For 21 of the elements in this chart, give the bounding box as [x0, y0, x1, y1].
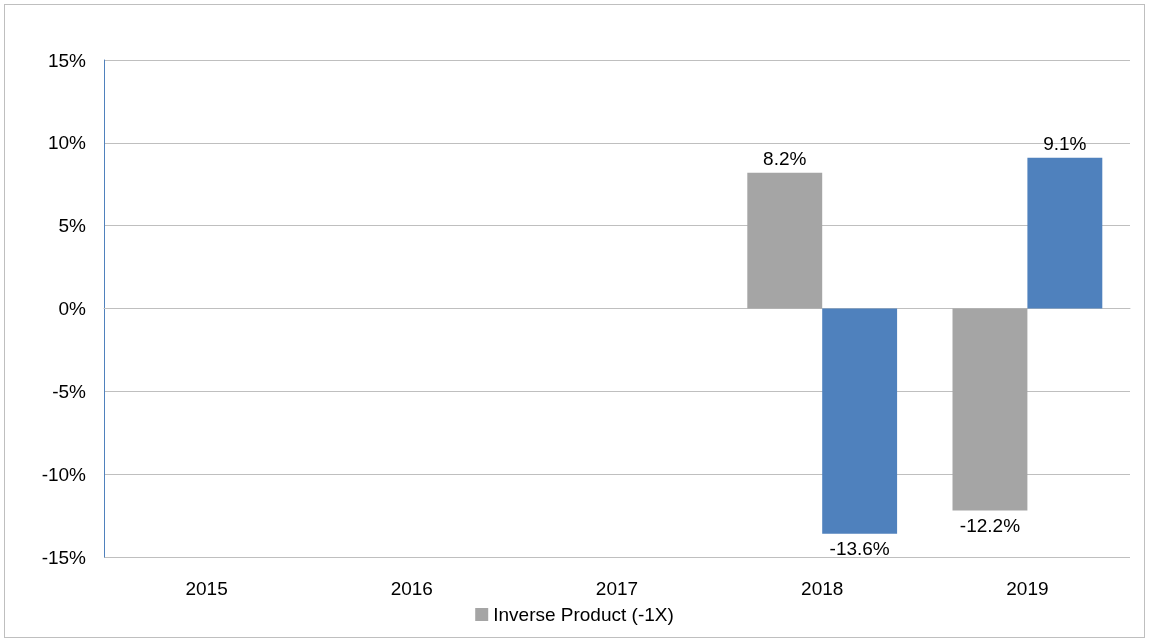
bar — [747, 172, 823, 309]
x-tick-label: 2017 — [595, 578, 639, 599]
data-label: 9.1% — [1043, 132, 1087, 154]
y-tick-label: 15% — [47, 49, 87, 71]
x-tick-label: 2019 — [1006, 578, 1049, 599]
x-tick-label: 2015 — [185, 578, 228, 599]
data-label: 8.2% — [763, 147, 807, 169]
y-tick-label: 0% — [58, 298, 87, 319]
x-tick-label: 2016 — [390, 578, 433, 599]
y-tick-label: -10% — [41, 463, 87, 485]
bar — [952, 308, 1028, 511]
data-label: -13.6% — [829, 537, 890, 559]
bar — [822, 308, 898, 534]
data-label: -12.2% — [959, 514, 1021, 536]
legend-label: Inverse Product (-1X) — [493, 604, 674, 625]
y-tick-label: -5% — [52, 380, 87, 402]
y-tick-label: 5% — [58, 215, 87, 237]
bar — [1027, 157, 1103, 309]
y-tick-label: 10% — [47, 132, 87, 154]
y-tick-label: -15% — [41, 546, 87, 568]
x-tick-label: 2018 — [801, 578, 844, 599]
